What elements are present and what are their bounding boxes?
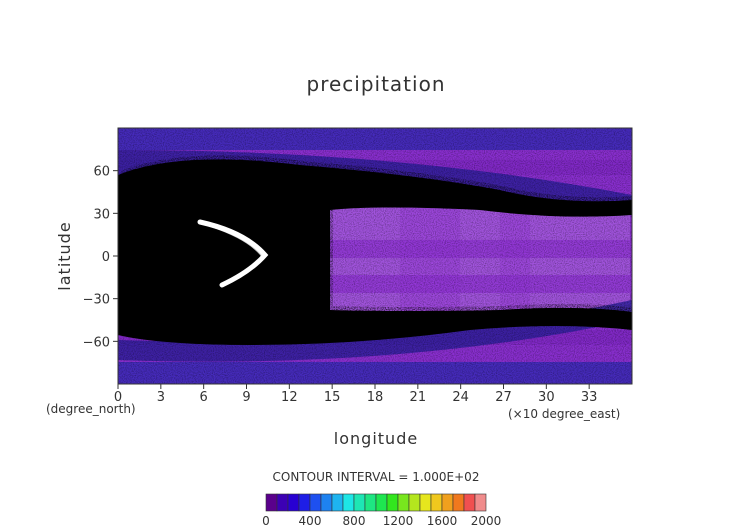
x-tick-label: 3 [157, 390, 165, 405]
x-tick-label: 12 [281, 390, 298, 405]
colorbar-swatch [441, 493, 454, 512]
colorbar-swatch [397, 493, 410, 512]
x-tick-label: 30 [538, 390, 555, 405]
y-axis-label: latitude [55, 221, 74, 290]
x-tick-label: 24 [452, 390, 469, 405]
y-tick-label: 60 [93, 165, 110, 180]
colorbar-swatch [265, 493, 278, 512]
plot-area [118, 128, 632, 384]
x-tick-label: 9 [242, 390, 250, 405]
y-tick-label: 0 [102, 250, 110, 265]
colorbar-swatch [408, 493, 421, 512]
y-tick-label: −30 [83, 293, 110, 308]
y-unit-note: (degree_north) [46, 402, 136, 416]
x-tick-label: 0 [114, 390, 122, 405]
y-tick-label: 30 [93, 207, 110, 222]
colorbar-swatch [342, 493, 355, 512]
x-axis: 0 3 6 9 12 15 18 21 24 27 30 33 [114, 384, 598, 405]
colorbar-swatch [386, 493, 399, 512]
colorbar-swatch [474, 493, 487, 512]
colorbar-ticks: 0 400 800 1200 1600 2000 [262, 514, 501, 528]
colorbar-swatch [298, 493, 311, 512]
colorbar-tick-label: 400 [299, 514, 322, 528]
colorbar-swatch [353, 493, 366, 512]
colorbar-swatch [430, 493, 443, 512]
x-tick-label: 6 [200, 390, 208, 405]
x-tick-label: 27 [495, 390, 512, 405]
colorbar-swatch [287, 493, 300, 512]
contour-interval-label: CONTOUR INTERVAL = 1.000E+02 [273, 470, 480, 484]
x-axis-label: longitude [334, 429, 418, 448]
colorbar-tick-label: 1600 [427, 514, 458, 528]
colorbar-swatch [419, 493, 432, 512]
x-tick-label: 21 [410, 390, 427, 405]
colorbar-swatch [364, 493, 377, 512]
colorbar-swatch [331, 493, 344, 512]
x-unit-note: (×10 degree_east) [508, 407, 620, 421]
colorbar [265, 493, 487, 512]
chart-title: precipitation [307, 72, 446, 96]
colorbar-swatch [463, 493, 476, 512]
colorbar-tick-label: 1200 [383, 514, 414, 528]
x-tick-label: 33 [581, 390, 598, 405]
colorbar-swatch [320, 493, 333, 512]
colorbar-swatch [375, 493, 388, 512]
colorbar-swatch [276, 493, 289, 512]
y-tick-label: −60 [83, 335, 110, 350]
x-tick-label: 18 [367, 390, 384, 405]
colorbar-tick-label: 2000 [471, 514, 502, 528]
black-region [118, 128, 632, 384]
colorbar-swatch [452, 493, 465, 512]
y-axis: 60 30 0 −30 −60 [83, 165, 118, 350]
colorbar-tick-label: 800 [343, 514, 366, 528]
x-tick-label: 15 [324, 390, 341, 405]
colorbar-tick-label: 0 [262, 514, 270, 528]
colorbar-swatch [309, 493, 322, 512]
white-arc [197, 219, 269, 288]
